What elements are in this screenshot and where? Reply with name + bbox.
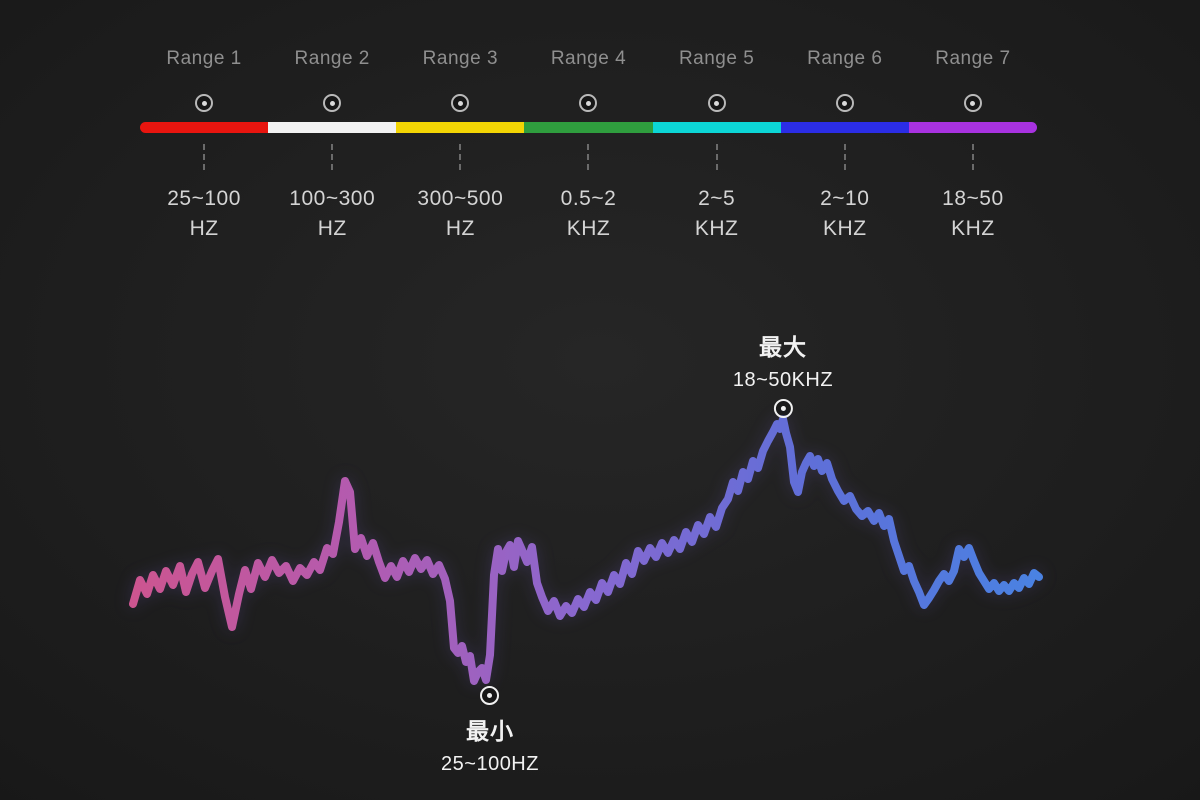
- min-annotation-title: 最小: [466, 718, 514, 744]
- range-column-7: Range 7 18~50 KHZ: [909, 48, 1037, 244]
- target-dot-icon: [579, 94, 598, 112]
- range-frequency-label: 25~100 HZ: [167, 187, 241, 240]
- range-column-2: Range 2 100~300 HZ: [268, 48, 396, 244]
- max-annotation-freq: 18~50KHZ: [732, 369, 834, 391]
- range-label: Range 4: [550, 48, 627, 69]
- range-frequency-label: 18~50 KHZ: [942, 187, 1004, 240]
- dashed-connector: [843, 144, 846, 170]
- spectrum-segment-7: [908, 122, 1037, 133]
- spectrum-segment-2: [268, 122, 397, 133]
- range-frequency-label: 2~5 KHZ: [694, 187, 739, 240]
- target-dot-icon: [323, 94, 342, 112]
- dashed-connector: [587, 144, 590, 170]
- spectrum-segment-6: [780, 122, 909, 133]
- range-label: Range 5: [678, 48, 755, 69]
- waveform-line: [129, 415, 1043, 685]
- max-annotation-title: 最大: [758, 334, 807, 360]
- target-dot-icon: [963, 94, 982, 112]
- range-frequency-label: 0.5~2 KHZ: [560, 187, 617, 240]
- target-dot-icon: [451, 94, 470, 112]
- range-column-6: Range 6 2~10 KHZ: [781, 48, 909, 244]
- range-label: Range 3: [422, 48, 499, 69]
- spectrum-segment-1: [140, 122, 269, 133]
- spectrum-color-bar: [140, 122, 1037, 133]
- target-dot-icon: [707, 94, 726, 112]
- spectrum-segment-3: [396, 122, 525, 133]
- ranges-row: Range 1 25~100 HZ Range 2 100~300 HZ Range 3 30…: [140, 48, 1037, 244]
- target-dot-icon: [835, 94, 854, 112]
- spectrum-segment-4: [524, 122, 653, 133]
- range-frequency-label: 2~10 KHZ: [820, 187, 870, 240]
- target-dot-icon: [195, 94, 214, 112]
- range-label: Range 7: [935, 48, 1011, 69]
- min-annotation: 最小 25~100HZ: [441, 686, 539, 776]
- range-label: Range 6: [807, 48, 883, 69]
- max-annotation: 最大 18~50KHZ: [733, 328, 833, 418]
- dashed-connector: [331, 144, 334, 170]
- dashed-connector: [715, 144, 718, 170]
- spectrum-segment-5: [652, 122, 781, 133]
- dashed-connector: [971, 144, 974, 170]
- range-label: Range 1: [166, 48, 242, 69]
- range-column-3: Range 3 300~500 HZ: [396, 48, 524, 244]
- range-column-1: Range 1 25~100 HZ: [140, 48, 268, 244]
- range-frequency-label: 100~300 HZ: [289, 187, 376, 240]
- range-frequency-label: 300~500 HZ: [417, 187, 504, 240]
- range-label: Range 2: [294, 48, 370, 69]
- max-marker-icon: [773, 399, 793, 418]
- range-column-5: Range 5 2~5 KHZ: [653, 48, 781, 244]
- min-annotation-freq: 25~100HZ: [441, 753, 539, 775]
- range-column-4: Range 4 0.5~2 KHZ: [524, 48, 652, 244]
- dashed-connector: [459, 144, 462, 170]
- dashed-connector: [203, 144, 206, 170]
- min-marker-icon: [480, 686, 500, 705]
